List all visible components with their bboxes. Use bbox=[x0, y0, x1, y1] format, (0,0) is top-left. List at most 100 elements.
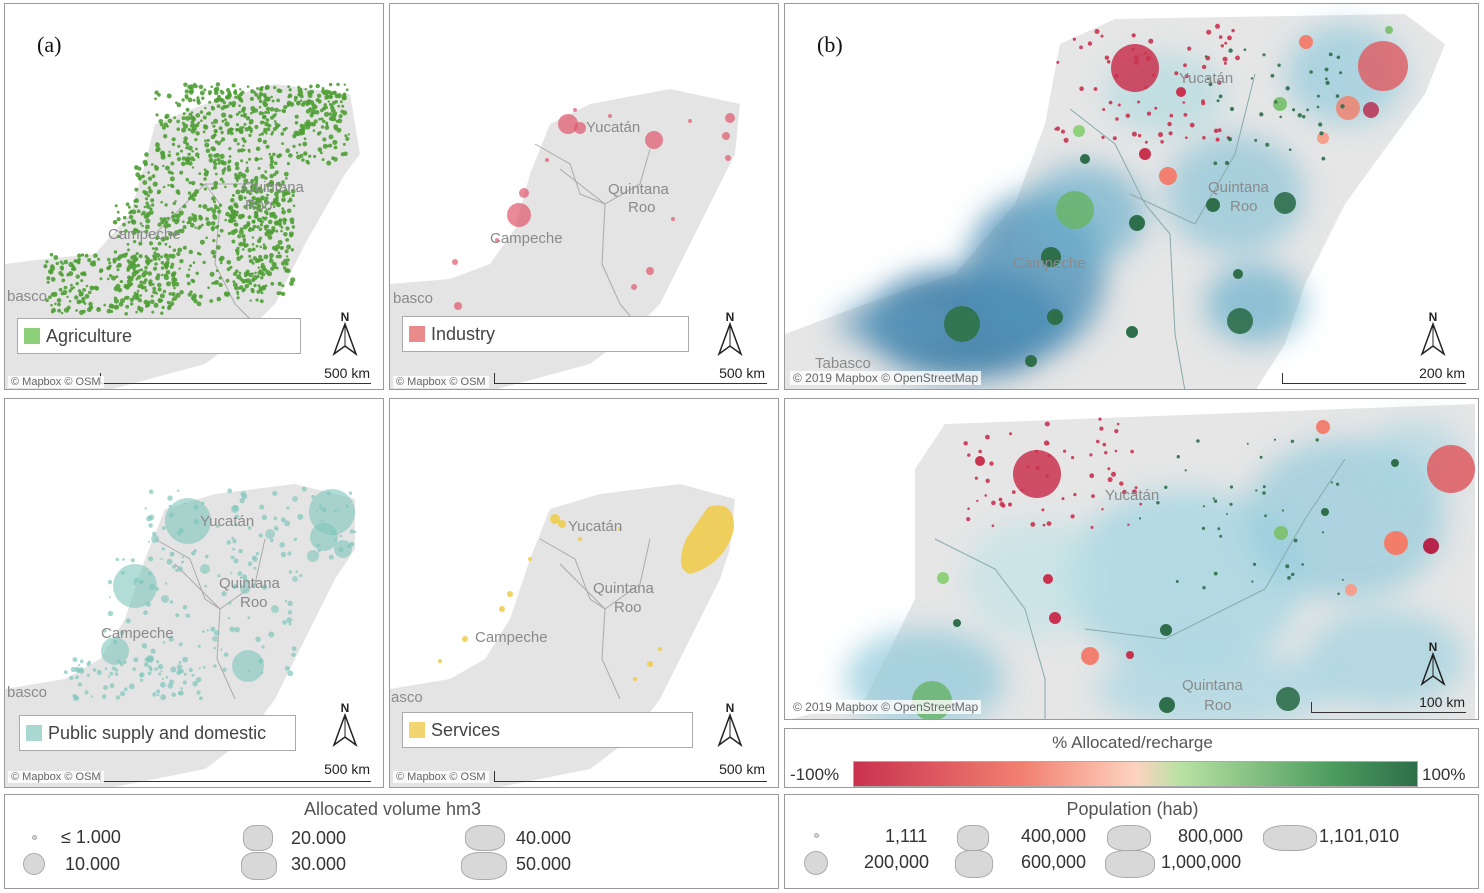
map-point bbox=[161, 526, 166, 530]
map-point bbox=[147, 186, 152, 190]
map-point bbox=[1063, 449, 1067, 453]
map-point bbox=[229, 114, 233, 119]
map-point bbox=[154, 90, 159, 95]
map-point bbox=[81, 271, 87, 276]
copyright: © 2019 Mapbox © OpenStreetMap bbox=[790, 371, 982, 385]
map-point bbox=[242, 112, 247, 117]
map-point bbox=[174, 230, 179, 235]
map-point bbox=[228, 155, 232, 158]
map-point bbox=[349, 529, 355, 534]
map-point bbox=[75, 274, 80, 279]
map-point bbox=[145, 197, 149, 201]
map-point bbox=[220, 106, 225, 111]
map-point bbox=[265, 118, 270, 122]
map-point bbox=[159, 122, 164, 127]
map-point bbox=[345, 88, 349, 92]
place-tabasco: basco bbox=[7, 288, 48, 305]
map-point bbox=[164, 582, 168, 585]
map-point bbox=[175, 569, 179, 572]
map-point bbox=[265, 224, 269, 229]
map-point bbox=[292, 133, 297, 139]
map-point bbox=[261, 111, 265, 115]
map-point bbox=[339, 100, 343, 104]
map-point bbox=[1102, 442, 1107, 447]
map-point bbox=[186, 221, 190, 225]
place-yucatan: Yucatán bbox=[1179, 70, 1234, 87]
map-panel-services[interactable]: Yucatán Quintana Roo Campeche asco Servi… bbox=[389, 398, 779, 788]
place-campeche: Campeche bbox=[490, 230, 563, 247]
map-point bbox=[261, 514, 268, 520]
map-point bbox=[227, 616, 231, 620]
place-quintana: Quintana bbox=[1182, 677, 1243, 694]
map-point bbox=[238, 548, 243, 554]
map-point bbox=[267, 235, 273, 240]
map-panel-industry[interactable]: Yucatán Quintana Roo Campeche basco Indu… bbox=[389, 3, 779, 390]
map-point bbox=[1301, 563, 1304, 566]
map-point bbox=[246, 85, 250, 88]
map-point bbox=[290, 189, 296, 194]
map-point bbox=[211, 196, 216, 201]
map-point bbox=[135, 310, 138, 314]
map-point bbox=[289, 197, 292, 201]
map-point bbox=[63, 670, 68, 674]
map-point bbox=[218, 282, 223, 288]
map-point bbox=[276, 181, 281, 187]
map-point bbox=[236, 179, 239, 183]
map-point bbox=[139, 294, 143, 297]
map-point bbox=[233, 558, 239, 564]
map-point bbox=[198, 84, 204, 90]
scale-label: 500 km bbox=[719, 365, 765, 381]
recharge-heatmap bbox=[845, 419, 1465, 719]
map-point bbox=[247, 222, 251, 226]
map-point bbox=[154, 247, 159, 251]
map-point bbox=[243, 204, 248, 209]
map-point bbox=[1252, 562, 1257, 566]
volume-item-6: 50.000 bbox=[516, 854, 572, 874]
map-point bbox=[203, 187, 207, 191]
map-panel-ratio-detail[interactable]: Yucatán Quintana Roo N 100 km © 2019 Map… bbox=[784, 398, 1479, 720]
map-point bbox=[241, 106, 247, 111]
map-point bbox=[1168, 131, 1173, 136]
municipality-ratio-points bbox=[944, 26, 1408, 367]
map-panel-agriculture[interactable]: (a) Campeche Quintana Roo basco Agricult… bbox=[4, 3, 384, 390]
map-point bbox=[148, 210, 154, 215]
map-point bbox=[276, 98, 280, 103]
map-point bbox=[181, 156, 186, 161]
map-panel-public-supply[interactable]: Yucatán Quintana Roo Campeche basco Publ… bbox=[4, 398, 384, 788]
map-point bbox=[251, 243, 255, 246]
map-point bbox=[1061, 497, 1065, 501]
map-point bbox=[80, 279, 84, 283]
map-point bbox=[171, 142, 176, 147]
map-point bbox=[263, 188, 266, 191]
map-point bbox=[256, 225, 260, 229]
map-point bbox=[286, 617, 293, 623]
map-point bbox=[152, 254, 157, 258]
map-point bbox=[269, 538, 274, 543]
map-point bbox=[323, 111, 330, 117]
map-point bbox=[216, 524, 220, 529]
map-canvas-services bbox=[390, 484, 735, 787]
map-point bbox=[276, 154, 281, 159]
map-point bbox=[177, 489, 180, 492]
map-point bbox=[165, 675, 169, 679]
map-point bbox=[315, 99, 319, 102]
map-point bbox=[254, 93, 259, 97]
map-point bbox=[215, 269, 219, 273]
population-legend: Population (hab) 1,111 200,000 400,000 6… bbox=[784, 794, 1479, 889]
map-point bbox=[348, 491, 353, 495]
map-point bbox=[189, 222, 195, 228]
map-point bbox=[150, 163, 154, 166]
map-point bbox=[286, 208, 292, 214]
map-point bbox=[164, 203, 168, 207]
map-point bbox=[99, 277, 103, 281]
map-point bbox=[235, 165, 240, 171]
map-point bbox=[1330, 481, 1333, 484]
map-panel-ratio-regional[interactable]: (b) Yucatán Quintana Roo Campeche Tabasc… bbox=[784, 3, 1479, 390]
map-point bbox=[1243, 48, 1247, 51]
map-point bbox=[260, 262, 265, 267]
map-point bbox=[148, 523, 153, 528]
map-point bbox=[1131, 131, 1137, 137]
map-point bbox=[179, 669, 184, 674]
place-yucatan: Yucatán bbox=[200, 513, 255, 530]
volume-item-5: 40.000 bbox=[516, 828, 572, 848]
